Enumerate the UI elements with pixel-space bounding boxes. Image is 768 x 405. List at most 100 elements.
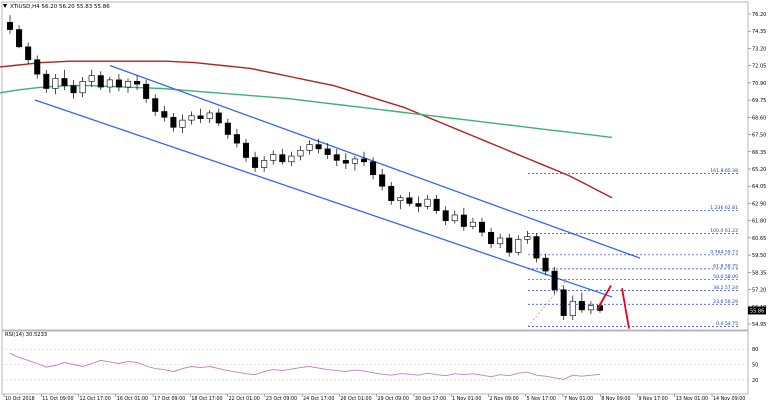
candle-body bbox=[542, 257, 549, 272]
candle-body bbox=[524, 236, 531, 240]
candle-body bbox=[61, 78, 68, 86]
candle-body bbox=[451, 214, 458, 222]
y-tick-label: 67.50 bbox=[752, 133, 766, 139]
x-tick-label: 16 Oct 01:00 bbox=[117, 396, 148, 401]
x-tick-label: 9 Nov 17:00 bbox=[638, 396, 667, 401]
fib-level-label: 100.0 61.22 bbox=[710, 228, 738, 234]
candle-body bbox=[478, 221, 486, 233]
candle-body bbox=[188, 115, 195, 121]
candle-body bbox=[16, 29, 23, 48]
y-tick-label: 68.60 bbox=[752, 115, 766, 121]
candle-body bbox=[279, 154, 286, 163]
candle-body bbox=[288, 155, 295, 163]
candle-body bbox=[370, 161, 377, 176]
candle-body bbox=[433, 198, 440, 211]
y-tick-label: 61.80 bbox=[752, 219, 766, 225]
candle-body bbox=[79, 81, 86, 94]
candle-body bbox=[97, 75, 104, 88]
candle-body bbox=[442, 210, 449, 222]
y-tick-label: 73.20 bbox=[752, 46, 766, 52]
candle-body bbox=[587, 305, 594, 311]
y-tick-label: 69.75 bbox=[752, 98, 766, 104]
candle-body bbox=[469, 221, 476, 227]
candle-body bbox=[351, 158, 358, 164]
y-tick-label: 66.35 bbox=[752, 150, 766, 156]
candle-body bbox=[506, 237, 513, 253]
candle-body bbox=[152, 98, 159, 112]
x-tick-label: 2 Nov 09:00 bbox=[489, 396, 518, 401]
y-tick-label: 65.20 bbox=[752, 167, 766, 173]
candle-body bbox=[52, 78, 59, 89]
fib-level-label: 61.8 58.75 bbox=[713, 263, 738, 269]
x-tick-label: 22 Oct 01:00 bbox=[229, 396, 260, 401]
candle-body bbox=[388, 185, 395, 201]
x-tick-label: 8 Nov 09:00 bbox=[601, 396, 630, 401]
candle-body bbox=[578, 300, 585, 311]
candle-body bbox=[333, 154, 340, 161]
y-tick-label: 57.20 bbox=[752, 288, 766, 294]
candle-body bbox=[206, 112, 213, 119]
fib-level-label: 161.8 65.38 bbox=[710, 168, 738, 174]
y-tick-label: 70.90 bbox=[752, 81, 766, 87]
x-tick-label: 24 Oct 17:00 bbox=[303, 396, 334, 401]
candle-body bbox=[43, 73, 50, 89]
x-tick-label: 5 Nov 17:00 bbox=[527, 396, 556, 401]
candle-body bbox=[179, 119, 186, 128]
y-tick-label: 62.90 bbox=[752, 201, 766, 207]
rsi-level-label: 50 bbox=[752, 363, 758, 369]
x-tick-label: 14 Nov 09:00 bbox=[713, 396, 745, 401]
y-tick-label: 72.05 bbox=[752, 64, 766, 70]
y-tick-label: 64.05 bbox=[752, 184, 766, 190]
candle-body bbox=[297, 150, 304, 157]
candle-body bbox=[415, 203, 422, 207]
candle-body bbox=[315, 144, 322, 150]
candle-body bbox=[306, 144, 313, 151]
candle-body bbox=[143, 83, 150, 99]
candle-body bbox=[360, 158, 368, 163]
fib-level-label: 0.764 59.73 bbox=[710, 249, 738, 255]
candle-body bbox=[34, 59, 41, 75]
candle-body bbox=[261, 160, 268, 168]
x-tick-label: 17 Oct 09:00 bbox=[154, 396, 185, 401]
symbol-arrow-icon bbox=[3, 4, 7, 8]
fib-level-label: 50.0 58.00 bbox=[713, 274, 738, 280]
candle-body bbox=[124, 81, 132, 88]
candle-body bbox=[106, 79, 113, 88]
projection-arrow-up bbox=[596, 284, 612, 311]
y-tick-label: 54.95 bbox=[752, 322, 766, 328]
candle-body bbox=[569, 300, 576, 316]
candle-body bbox=[233, 134, 240, 144]
x-tick-label: 29 Oct 09:00 bbox=[378, 396, 409, 401]
candle-body bbox=[88, 75, 95, 82]
rsi-line bbox=[9, 352, 601, 380]
candle-body bbox=[70, 85, 77, 94]
candle-body bbox=[406, 197, 413, 204]
candle-body bbox=[515, 239, 522, 253]
candle-body bbox=[6, 22, 14, 30]
fib-level-label: 1.236 62.81 bbox=[710, 205, 738, 211]
rsi-level-label: 20 bbox=[752, 378, 758, 384]
x-tick-label: 18 Oct 17:00 bbox=[191, 396, 222, 401]
rsi-panel-frame bbox=[1, 330, 749, 395]
fib-level-label: 23.6 56.29 bbox=[713, 299, 738, 305]
candle-body bbox=[488, 231, 495, 245]
y-tick-label: 76.20 bbox=[752, 12, 766, 18]
y-tick-label: 59.50 bbox=[752, 253, 766, 259]
candle-body bbox=[560, 289, 567, 316]
price-badge-text: 55.86 bbox=[750, 308, 764, 314]
candle-body bbox=[342, 160, 349, 164]
x-tick-label: 23 Oct 09:00 bbox=[266, 396, 297, 401]
candle-body bbox=[270, 154, 277, 161]
fib-level-label: 0.0 54.75 bbox=[716, 321, 738, 327]
x-tick-label: 13 Nov 01:00 bbox=[676, 396, 708, 401]
rsi-header-text: RSI(14) 30.5233 bbox=[5, 332, 47, 338]
candle-body bbox=[197, 115, 204, 119]
candle-body bbox=[115, 79, 122, 88]
candle-body bbox=[161, 111, 168, 118]
fib-level-label: 38.2 57.24 bbox=[713, 285, 738, 291]
candle-body bbox=[224, 122, 231, 135]
x-tick-label: 30 Oct 17:00 bbox=[415, 396, 446, 401]
